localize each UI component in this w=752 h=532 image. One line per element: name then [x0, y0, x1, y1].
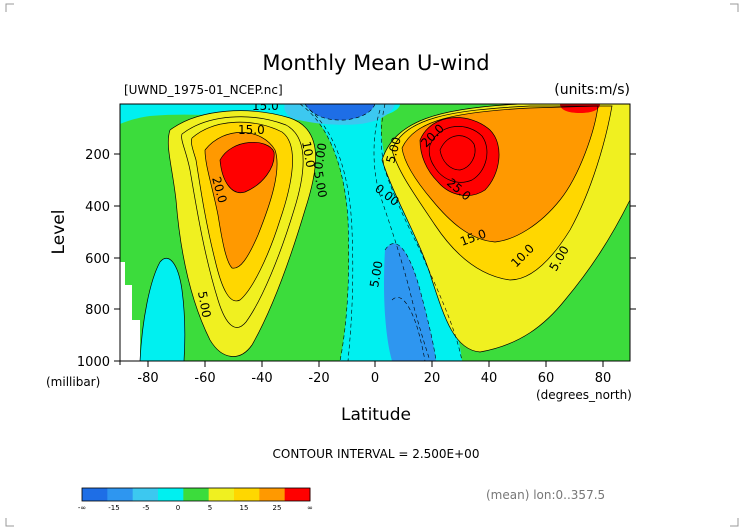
colorbar-swatch [132, 488, 159, 501]
colorbar-swatch [158, 488, 184, 501]
colorbar-swatch [107, 488, 134, 501]
contour-label: 5.00 [311, 170, 329, 199]
contour-plot: 15.0 15.0 20.0 10.0 5.00 0.00 0.00 5.00 … [120, 99, 630, 361]
x-tick-label: 80 [595, 371, 612, 386]
colorbar-label: ∞ [307, 504, 313, 512]
contour-label: 5.00 [195, 290, 213, 319]
colorbar-label: 5 [208, 504, 212, 512]
x-axis-units: (degrees_north) [536, 388, 632, 402]
south-jet-red [220, 142, 275, 193]
colorbar-labels: -∞ -15 -5 0 5 15 25 ∞ [78, 504, 313, 512]
footer-mean-label: (mean) lon:0..357.5 [486, 488, 605, 502]
terrain-mask [120, 262, 140, 361]
y-axis-units: (millibar) [46, 375, 100, 389]
cyan-region-south [140, 258, 185, 361]
x-tick-label: 20 [424, 371, 441, 386]
x-tick-label: -40 [251, 371, 272, 386]
y-tick-labels: 200 400 600 800 1000 [77, 148, 110, 370]
colorbar-label: -5 [143, 504, 150, 512]
contour-label: 10.0 [299, 140, 317, 169]
colorbar-swatch [208, 488, 235, 501]
x-tick-label: -20 [308, 371, 329, 386]
y-tick-label: 400 [85, 200, 110, 215]
x-axis-label: Latitude [341, 405, 411, 425]
colorbar-label: -15 [108, 504, 119, 512]
x-tick-label: 60 [538, 371, 555, 386]
colorbar-frame [81, 487, 311, 502]
contour-lines [139, 104, 630, 361]
chart-title: Monthly Mean U-wind [262, 51, 489, 75]
page-corner-marks [5, 3, 739, 527]
contour-interval: CONTOUR INTERVAL = 2.500E+00 [273, 447, 480, 461]
colorbar-label: 0 [176, 504, 180, 512]
colorbar: -∞ -15 -5 0 5 15 25 ∞ [78, 487, 313, 512]
contour-label: 0.00 [311, 142, 329, 171]
colorbar-label: -∞ [78, 504, 86, 512]
y-axis-label: Level [49, 210, 69, 255]
colorbar-swatch [82, 488, 108, 501]
x-tick-label: 40 [481, 371, 498, 386]
colorbar-label: 25 [273, 504, 282, 512]
colorbar-label: 15 [240, 504, 249, 512]
x-tick-label: -80 [137, 371, 158, 386]
y-tick-label: 200 [85, 148, 110, 163]
x-tick-label: -60 [194, 371, 215, 386]
lightblue-region-lower [383, 243, 436, 361]
north-jet-red [420, 117, 500, 196]
units-label: (units:m/s) [554, 82, 630, 98]
colorbar-swatch [284, 488, 311, 501]
contour-label: 5.00 [367, 260, 385, 289]
colorbar-swatch [234, 488, 260, 501]
blue-region-top [305, 104, 375, 121]
contour-label: 20.0 [209, 175, 229, 204]
y-tick-label: 800 [85, 303, 110, 318]
contour-label: 15.0 [252, 99, 279, 113]
x-tick-label: 0 [371, 371, 379, 386]
colorbar-swatch [183, 488, 210, 501]
colorbar-swatch [259, 488, 286, 501]
y-tick-label: 600 [85, 252, 110, 267]
contour-label: 15.0 [238, 123, 265, 137]
dashed-contours [299, 104, 463, 361]
source-label: [UWND_1975-01_NCEP.nc] [124, 83, 283, 97]
axis-ticks [114, 153, 636, 367]
x-tick-labels: -80 -60 -40 -20 0 20 40 60 80 [137, 371, 611, 386]
colorbar-swatches [82, 488, 311, 501]
y-tick-label: 1000 [77, 355, 110, 370]
contour-label: 5.00 [383, 135, 403, 164]
